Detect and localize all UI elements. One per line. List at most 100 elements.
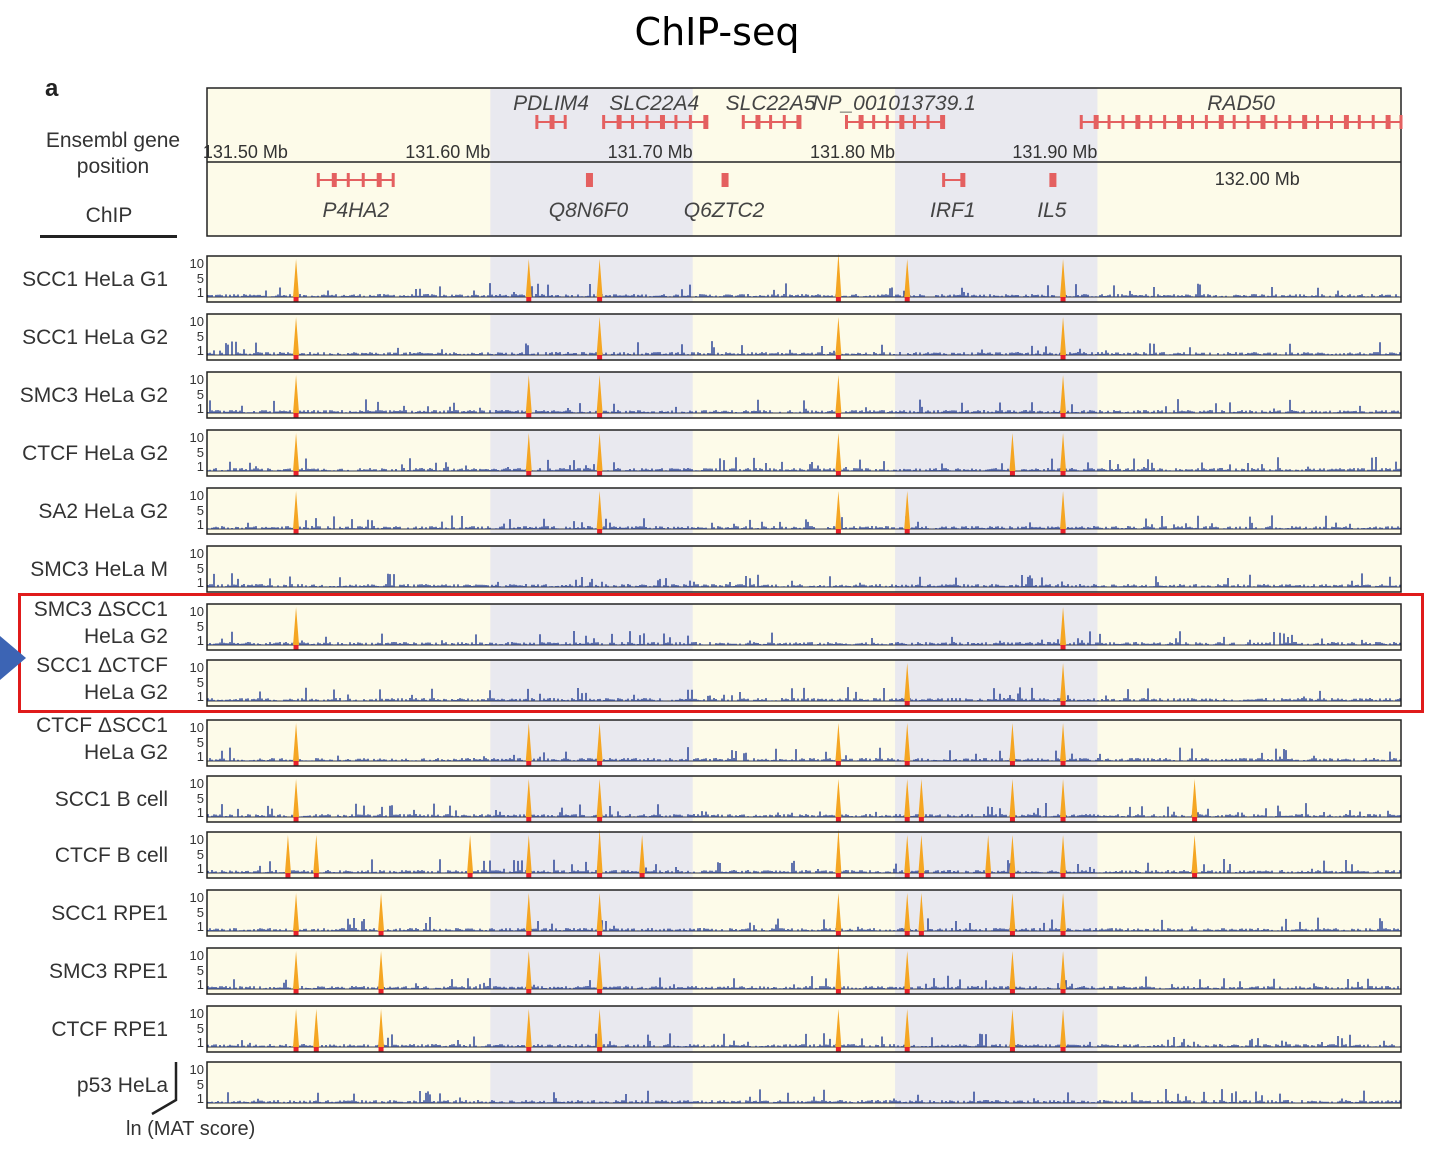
y-tick-label: 10 [189, 1006, 204, 1021]
track-frame [206, 775, 1402, 823]
gene-name-label: P4HA2 [322, 199, 389, 222]
peak-base-mark [378, 989, 384, 994]
y-tick-label: 1 [196, 343, 204, 358]
coordinate-tick-label: 132.00 Mb [1215, 169, 1300, 189]
peak-base-mark [1009, 989, 1015, 994]
peak-base-mark [293, 1047, 299, 1052]
peak-base-mark [904, 873, 910, 878]
peak-mark [904, 663, 911, 701]
peak-mark [985, 835, 992, 873]
peak-base-mark [835, 529, 841, 534]
track-label-line2: HeLa G2 [83, 625, 168, 648]
peak-mark [596, 375, 603, 413]
peak-mark [1060, 375, 1067, 413]
peak-mark [596, 893, 603, 931]
y-tick-label: 10 [189, 832, 204, 847]
peak-mark [293, 433, 300, 471]
peak-mark [525, 375, 532, 413]
track-label: SCC1 HeLa G2 [0, 324, 168, 351]
peak-mark [525, 951, 532, 989]
track-signal [207, 341, 1401, 355]
ensembl-label-line2: position [76, 155, 150, 178]
peak-base-mark [918, 873, 924, 878]
peak-base-mark [526, 817, 532, 822]
peak-mark [835, 491, 842, 529]
peak-base-mark [1060, 817, 1066, 822]
coordinate-tick-label: 131.80 Mb [810, 142, 895, 162]
track-label-line1: SMC3 HeLa G2 [19, 384, 168, 407]
peak-base-mark [904, 817, 910, 822]
track-label-line1: CTCF ΔSCC1 [36, 714, 168, 737]
track-label-line1: SCC1 HeLa G2 [22, 326, 168, 349]
peak-base-mark [835, 761, 841, 766]
gene-exon [1190, 115, 1194, 129]
peak-mark [835, 829, 842, 873]
y-tick-label: 10 [189, 256, 204, 271]
gene-name-label: IRF1 [930, 199, 976, 222]
gene-exon [899, 115, 905, 129]
peak-mark [467, 835, 474, 873]
gene-exon [1107, 115, 1111, 129]
band-light [207, 776, 1401, 822]
gene-exon [942, 173, 946, 187]
coordinate-tick-label: 131.70 Mb [608, 142, 693, 162]
track-label: SCC1 HeLa G1 [0, 266, 168, 293]
peak-mark [525, 835, 532, 873]
track-label: SMC3 ΔSCC1 HeLa G2 [0, 596, 168, 650]
peak-base-mark [1060, 873, 1066, 878]
track-label-line1: CTCF RPE1 [51, 1018, 168, 1041]
gene-exon [587, 173, 593, 187]
peak-mark [378, 951, 385, 989]
track-signal [207, 747, 1401, 761]
gene-exon [885, 115, 889, 129]
peak-mark [1060, 607, 1067, 645]
gene-exon [1051, 173, 1057, 187]
peak-base-mark [1060, 471, 1066, 476]
peak-base-mark [835, 873, 841, 878]
peak-mark [1009, 723, 1016, 761]
peak-base-mark [904, 931, 910, 936]
peak-base-mark [313, 1047, 319, 1052]
y-tick-label: 1 [196, 633, 204, 648]
pointer-arrow-icon [0, 636, 26, 680]
gene-exon [549, 115, 555, 129]
gene-exon [912, 115, 916, 129]
peak-base-mark [526, 873, 532, 878]
peak-mark [293, 259, 300, 297]
peak-mark [596, 491, 603, 529]
gene-exon [940, 115, 946, 129]
track-label: CTCF B cell [0, 842, 168, 869]
coordinate-tick-label: 131.90 Mb [1012, 142, 1097, 162]
gene-exon [331, 173, 337, 187]
track-label: SA2 HeLa G2 [0, 498, 168, 525]
y-tick-label: 5 [196, 847, 204, 862]
gene-exon [703, 115, 709, 129]
peak-mark [1009, 779, 1016, 817]
peak-mark [525, 1009, 532, 1047]
gene-exon [1163, 115, 1167, 129]
chip-header: ChIP [85, 204, 133, 227]
peak-base-mark [597, 761, 603, 766]
peak-mark [918, 779, 925, 817]
track-signal [207, 687, 1401, 701]
peak-base-mark [597, 873, 603, 878]
peak-mark [525, 779, 532, 817]
figure-title: ChIP-seq [634, 10, 800, 54]
peak-base-mark [293, 761, 299, 766]
track-signal [207, 1089, 1401, 1103]
track-label-line1: SCC1 HeLa G1 [22, 268, 168, 291]
track-label-line1: SMC3 RPE1 [48, 960, 168, 983]
gene-exon [1274, 115, 1278, 129]
track-frame [206, 371, 1402, 419]
gene-exon [1049, 173, 1053, 187]
gene-exon [1302, 115, 1308, 129]
peak-base-mark [1060, 413, 1066, 418]
peak-mark [1060, 491, 1067, 529]
peak-base-mark [835, 471, 841, 476]
coordinate-tick-label: 131.50 Mb [203, 142, 288, 162]
peak-base-mark [904, 529, 910, 534]
gene-exon [872, 115, 876, 129]
band-gray [490, 256, 693, 302]
band-gray [895, 720, 1098, 766]
y-axis-label: ln (MAT score) [126, 1118, 256, 1140]
